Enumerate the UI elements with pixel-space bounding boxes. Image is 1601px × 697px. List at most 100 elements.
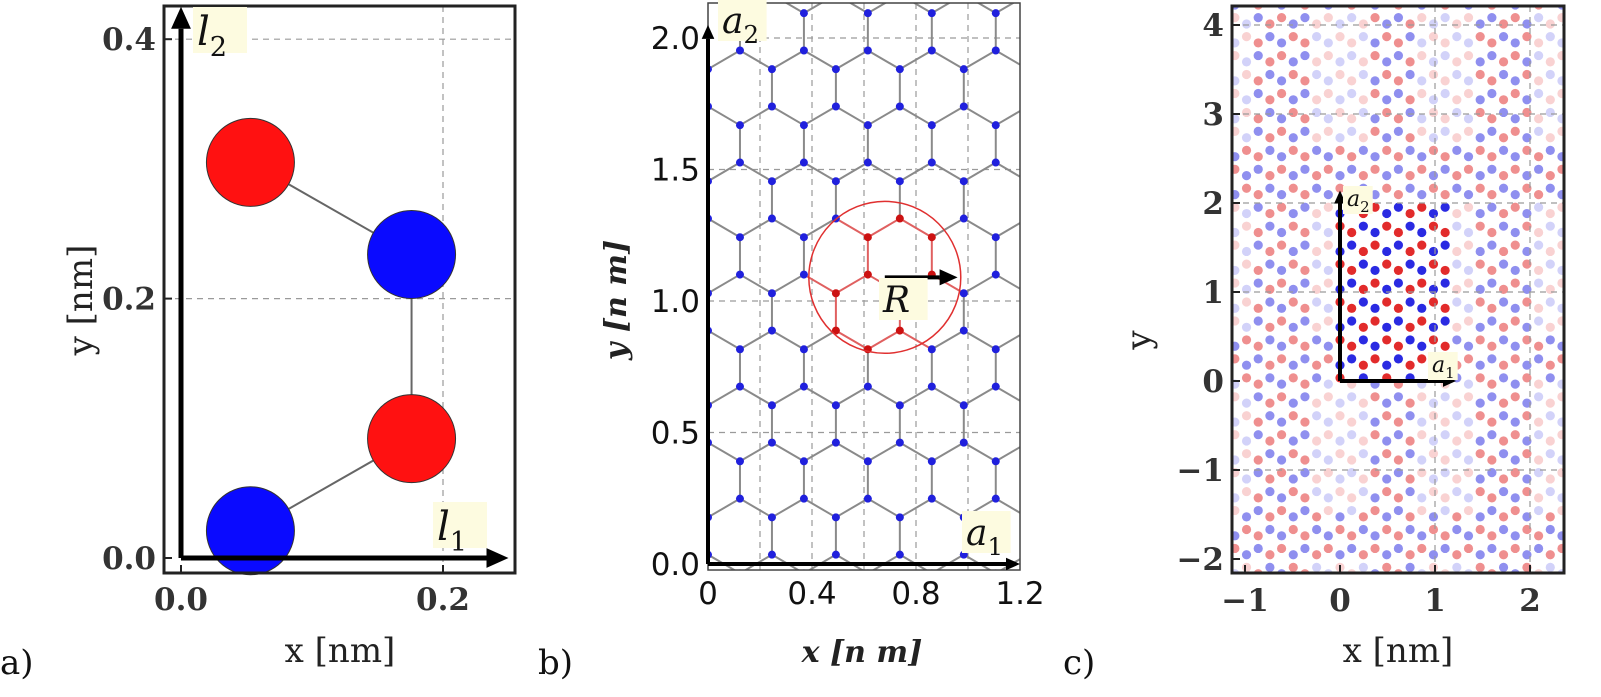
blue-atom xyxy=(927,494,936,503)
red-atom xyxy=(1545,474,1555,484)
red-atom xyxy=(1148,677,1157,686)
blue-atom xyxy=(1067,13,1076,22)
blue-atom xyxy=(1557,227,1564,238)
blue-atom xyxy=(1102,550,1111,559)
red-atom xyxy=(1452,550,1462,560)
red-atom xyxy=(1323,88,1333,99)
blue-atom xyxy=(1358,107,1368,118)
blue-atom xyxy=(1382,246,1392,257)
red-atom xyxy=(1546,626,1555,635)
blue-atom xyxy=(1137,607,1146,616)
red-atom xyxy=(1534,417,1544,427)
l1-vector-label-bg xyxy=(433,502,487,548)
red-atom xyxy=(1137,316,1146,325)
blue-atom xyxy=(1498,373,1509,383)
red-atom xyxy=(1125,664,1134,673)
red-atom xyxy=(1393,455,1404,465)
red-atom xyxy=(1241,411,1252,421)
red-atom xyxy=(1370,164,1380,174)
panel-a-xlabel: x [nm] xyxy=(285,631,396,671)
blue-atom xyxy=(1393,126,1404,136)
red-atom xyxy=(1581,569,1590,578)
red-atom xyxy=(1511,620,1520,629)
red-atom xyxy=(1592,171,1601,180)
blue-atom xyxy=(1347,505,1357,516)
blue-atom xyxy=(1242,664,1251,673)
blue-atom xyxy=(1557,76,1564,86)
blue-atom xyxy=(1276,76,1287,86)
blue-atom xyxy=(1216,401,1224,409)
blue-atom xyxy=(1288,436,1298,446)
red-atom xyxy=(1137,506,1146,515)
red-atom xyxy=(1417,88,1427,99)
blue-atom xyxy=(1323,379,1333,389)
blue-atom xyxy=(1569,436,1578,445)
blue-atom xyxy=(1452,297,1462,307)
red-atom xyxy=(1510,13,1520,23)
blue-atom xyxy=(1078,563,1087,572)
blue-atom xyxy=(895,401,904,410)
blue-atom xyxy=(735,158,744,167)
bond xyxy=(899,441,933,463)
red-atom xyxy=(1232,202,1240,212)
red-atom xyxy=(1207,152,1216,161)
blue-atom xyxy=(1067,51,1076,60)
red-atom xyxy=(1241,486,1252,497)
red-atom xyxy=(1428,411,1439,421)
bond xyxy=(1092,499,1124,518)
red-atom xyxy=(1475,221,1485,231)
red-atom xyxy=(1569,639,1578,648)
red-atom xyxy=(1510,164,1520,174)
bond xyxy=(739,385,773,407)
bond xyxy=(784,3,805,15)
blue-atom xyxy=(1382,322,1392,332)
blue-atom xyxy=(1125,639,1134,648)
red-atom xyxy=(1172,285,1181,294)
blue-atom xyxy=(1300,316,1310,326)
red-atom xyxy=(1242,0,1251,3)
blue-atom xyxy=(1184,417,1193,426)
red-atom xyxy=(1300,607,1309,616)
red-atom xyxy=(1125,171,1134,180)
red-atom xyxy=(831,289,840,298)
blue-atom xyxy=(1300,240,1310,250)
red-atom xyxy=(1557,354,1564,364)
bond xyxy=(867,49,901,71)
blue-atom xyxy=(1358,486,1368,497)
blue-atom xyxy=(1125,677,1134,686)
blue-atom xyxy=(1382,133,1392,143)
bond xyxy=(867,105,901,127)
red-atom xyxy=(1241,259,1252,269)
blue-atom xyxy=(1522,626,1531,635)
red-atom xyxy=(1300,303,1310,313)
blue-atom xyxy=(1569,247,1578,256)
blue-atom xyxy=(1152,215,1160,223)
bond xyxy=(1124,499,1156,518)
red-atom xyxy=(1510,202,1520,212)
blue-atom xyxy=(1428,398,1439,408)
red-atom xyxy=(1393,227,1404,238)
red-atom xyxy=(1440,227,1450,238)
blue-atom xyxy=(1347,13,1357,23)
blue-atom xyxy=(1090,76,1099,85)
blue-atom xyxy=(1534,50,1544,61)
red-atom xyxy=(1405,208,1415,219)
blue-atom xyxy=(1184,380,1193,389)
bond xyxy=(931,161,965,183)
red-atom xyxy=(1323,13,1333,23)
red-atom xyxy=(1195,525,1204,534)
red-atom xyxy=(1393,303,1404,313)
red-atom xyxy=(1393,152,1404,162)
red-atom xyxy=(1487,417,1497,427)
blue-atom xyxy=(831,513,840,522)
blue-atom xyxy=(1476,588,1485,597)
red-atom xyxy=(1522,145,1532,155)
red-atom xyxy=(1393,114,1404,124)
blue-atom xyxy=(1441,620,1450,629)
blue-atom xyxy=(1475,436,1485,446)
blue-atom xyxy=(1088,551,1096,559)
blue-atom xyxy=(895,65,904,74)
red-atom xyxy=(1102,335,1111,344)
blue-atom xyxy=(1241,322,1252,332)
blue-atom xyxy=(1195,664,1204,673)
